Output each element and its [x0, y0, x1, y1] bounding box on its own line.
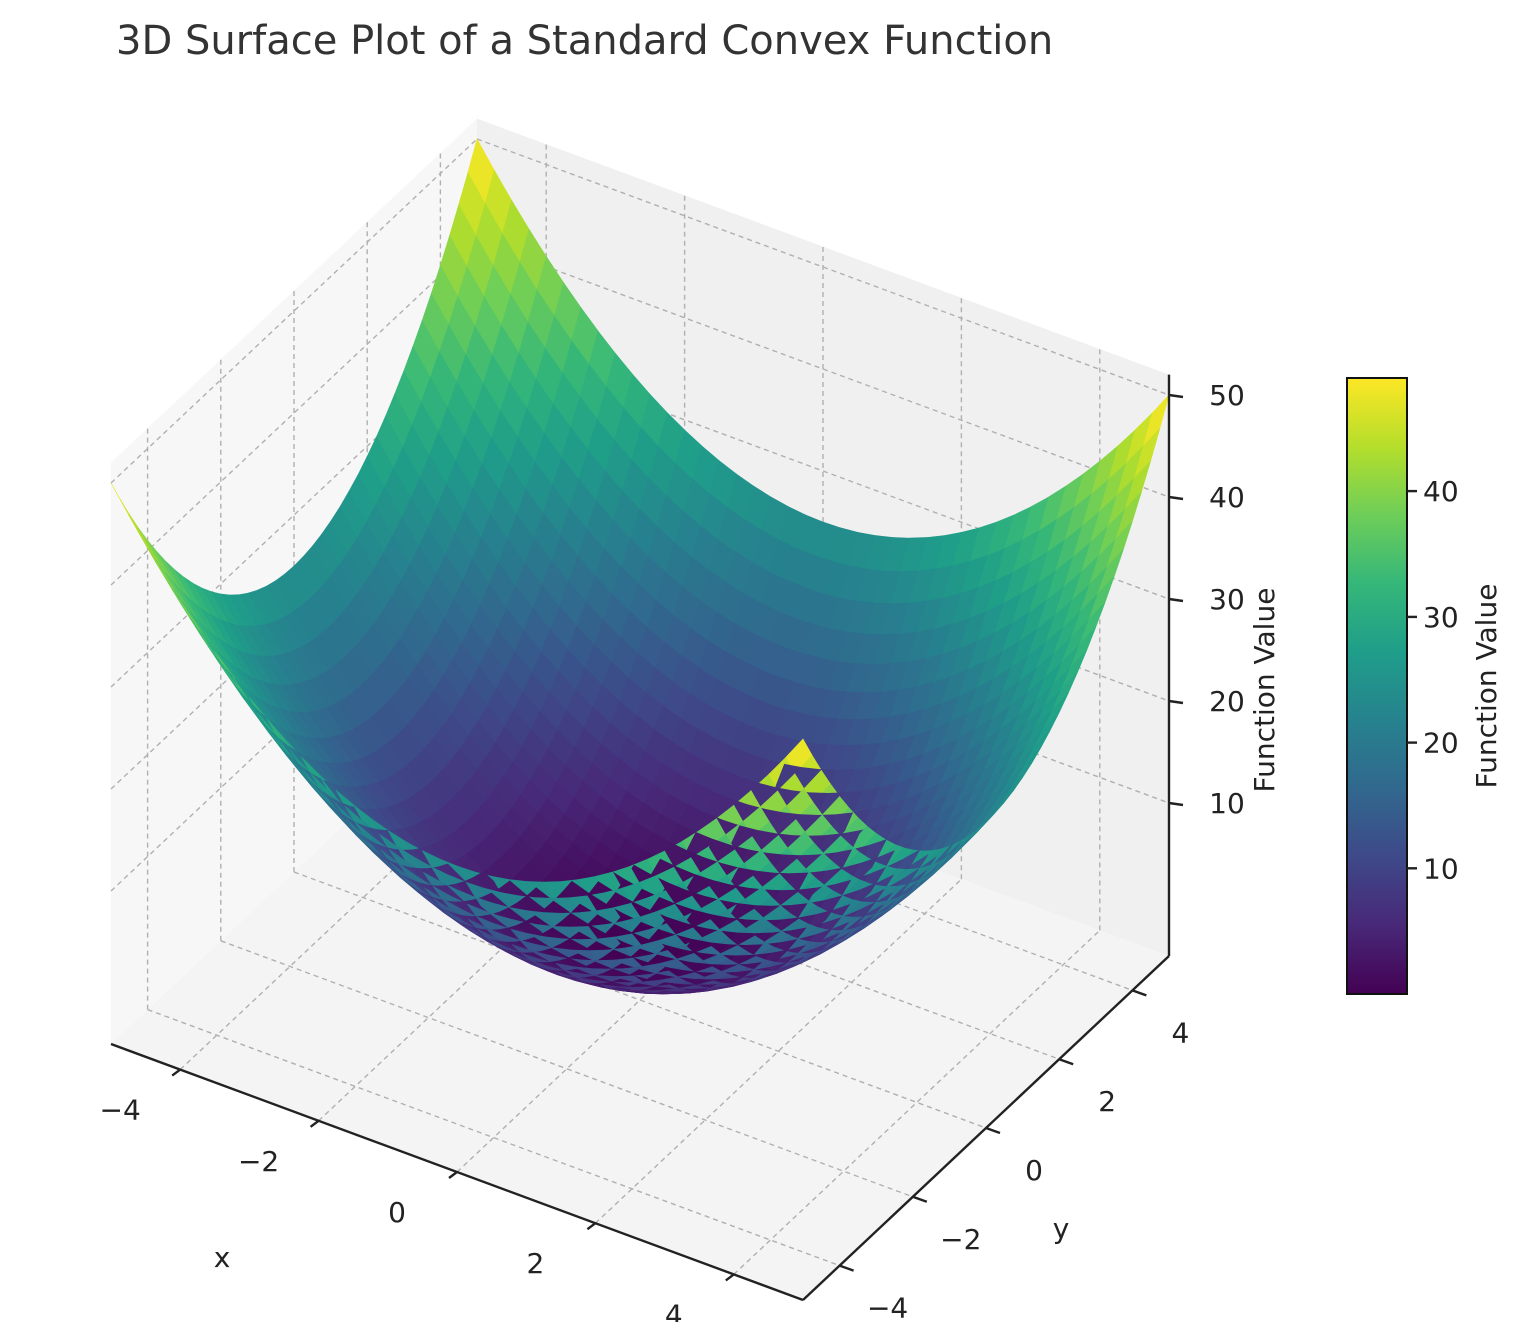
surface-mesh — [110, 138, 1170, 995]
grid-line-z-back — [476, 546, 1170, 804]
z-tick-mark — [1168, 393, 1184, 399]
z-tick-mark — [1168, 495, 1184, 501]
y-tick-mark — [912, 1195, 928, 1203]
z-tick-mark — [1168, 801, 1184, 807]
x-tick-mark — [586, 1222, 597, 1231]
x-tick-mark — [448, 1171, 458, 1179]
y-tick-label: −2 — [940, 1223, 981, 1256]
grid-line-z-back — [476, 240, 1170, 498]
y-tick-mark — [1131, 989, 1147, 997]
y-tick-mark — [839, 1264, 855, 1272]
grid-line-y — [366, 802, 1060, 1060]
grid-line-y — [147, 1008, 840, 1267]
y-tick-label: 4 — [1171, 1016, 1189, 1049]
colorbar-label: Function Value — [1470, 584, 1503, 789]
z-tick-mark — [1168, 597, 1184, 603]
y-axis-label: y — [1053, 1212, 1070, 1245]
z-tick-label: 50 — [1209, 379, 1245, 412]
tick-labels: −4 −2 0 2 4 −4 −2 0 2 4 10 20 30 40 50 — [100, 379, 1245, 1322]
z-tick-label: 20 — [1209, 685, 1245, 718]
x-tick-label: 4 — [665, 1298, 683, 1322]
colorbar-tick-label: 40 — [1423, 475, 1459, 508]
z-tick-label: 10 — [1209, 787, 1245, 820]
grid-line-x — [733, 929, 1101, 1275]
x-tick-label: −2 — [238, 1145, 279, 1178]
y-tick-label: 0 — [1025, 1154, 1043, 1187]
surface-cell — [662, 992, 689, 995]
y-tick-label: 2 — [1098, 1085, 1116, 1118]
grid-line-z — [110, 240, 478, 586]
x-tick-mark — [309, 1119, 320, 1128]
grid-line-z — [110, 138, 478, 484]
x-tick-label: −4 — [100, 1094, 141, 1127]
colorbar-tick-label: 30 — [1423, 601, 1459, 634]
z-axis-label: Function Value — [1248, 588, 1281, 793]
grid-line-z-back — [476, 138, 1170, 396]
grid-line-y — [220, 940, 914, 1198]
colorbar — [1346, 377, 1408, 995]
grid-line-y — [293, 871, 987, 1129]
y-tick-mark — [985, 1126, 1001, 1135]
x-axis-label: x — [214, 1241, 231, 1274]
grid-line-y — [440, 733, 1133, 992]
z-tick-label: 40 — [1209, 481, 1245, 514]
colorbar-tick-label: 10 — [1423, 852, 1459, 885]
y-tick-mark — [1058, 1058, 1074, 1066]
grid-line-x — [594, 878, 962, 1224]
x-tick-mark — [725, 1273, 735, 1282]
colorbar-ticks: 10 20 30 40 — [1407, 475, 1459, 885]
z-tick-mark — [1168, 699, 1184, 705]
x-tick-label: 2 — [526, 1247, 544, 1280]
chart-title: 3D Surface Plot of a Standard Convex Fun… — [116, 18, 1053, 64]
y-tick-label: −4 — [867, 1292, 908, 1322]
x-tick-mark — [171, 1068, 181, 1077]
x-tick-label: 0 — [388, 1196, 406, 1229]
z-tick-label: 30 — [1209, 583, 1245, 616]
colorbar-tick-label: 20 — [1423, 727, 1459, 760]
